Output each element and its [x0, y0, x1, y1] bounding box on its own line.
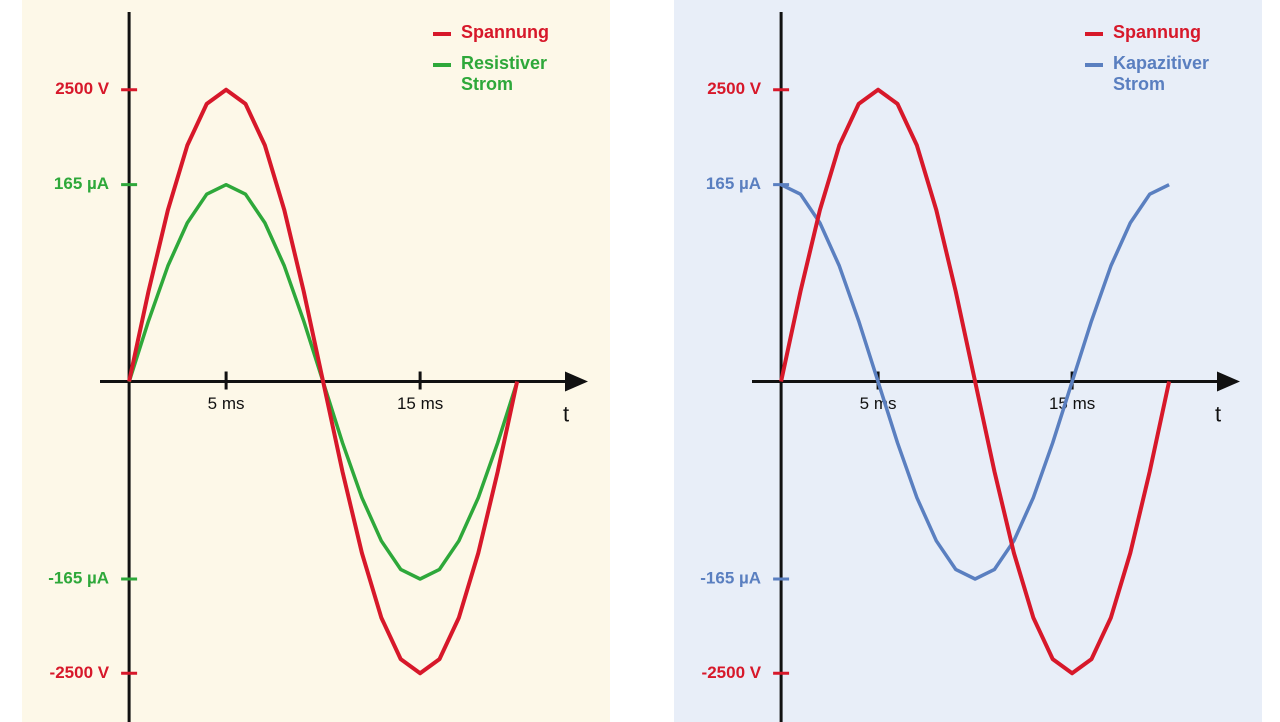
legend-swatch: [1085, 32, 1103, 36]
legend-swatch: [1085, 63, 1103, 67]
legend: Spannung Resistiver Strom: [433, 22, 573, 105]
y-tick-label: 165 µA: [706, 174, 761, 193]
x-axis-label: t: [563, 401, 569, 426]
legend: Spannung Kapazitiver Strom: [1085, 22, 1225, 105]
legend-label: Resistiver Strom: [461, 53, 548, 94]
y-tick-label: 2500 V: [55, 79, 110, 98]
series-line: [780, 183, 1170, 581]
y-tick-label: 165 µA: [54, 174, 109, 193]
y-tick-label: -165 µA: [48, 568, 109, 587]
legend-entry: Resistiver Strom: [433, 53, 573, 95]
y-tick-label: -2500 V: [50, 663, 110, 682]
legend-swatch: [433, 63, 451, 67]
series-line: [127, 87, 520, 676]
x-axis-arrow: [565, 371, 588, 392]
legend-label: Spannung: [461, 22, 549, 42]
x-axis-arrow: [1217, 371, 1240, 392]
y-tick-label: -165 µA: [700, 568, 761, 587]
x-tick-label: 5 ms: [208, 394, 245, 413]
legend-label: Kapazitiver Strom: [1113, 53, 1210, 94]
legend-entry: Spannung: [433, 22, 573, 43]
panel-background: [674, 0, 1262, 722]
legend-swatch: [433, 32, 451, 36]
x-tick-label: 15 ms: [397, 394, 443, 413]
legend-entry: Spannung: [1085, 22, 1225, 43]
x-tick-label: 5 ms: [860, 394, 897, 413]
legend-label: Spannung: [1113, 22, 1201, 42]
series-line: [779, 87, 1172, 676]
y-tick-label: -2500 V: [702, 663, 762, 682]
x-axis-label: t: [1215, 401, 1221, 426]
y-tick-label: 2500 V: [707, 79, 762, 98]
legend-entry: Kapazitiver Strom: [1085, 53, 1225, 95]
x-tick-label: 15 ms: [1049, 394, 1095, 413]
